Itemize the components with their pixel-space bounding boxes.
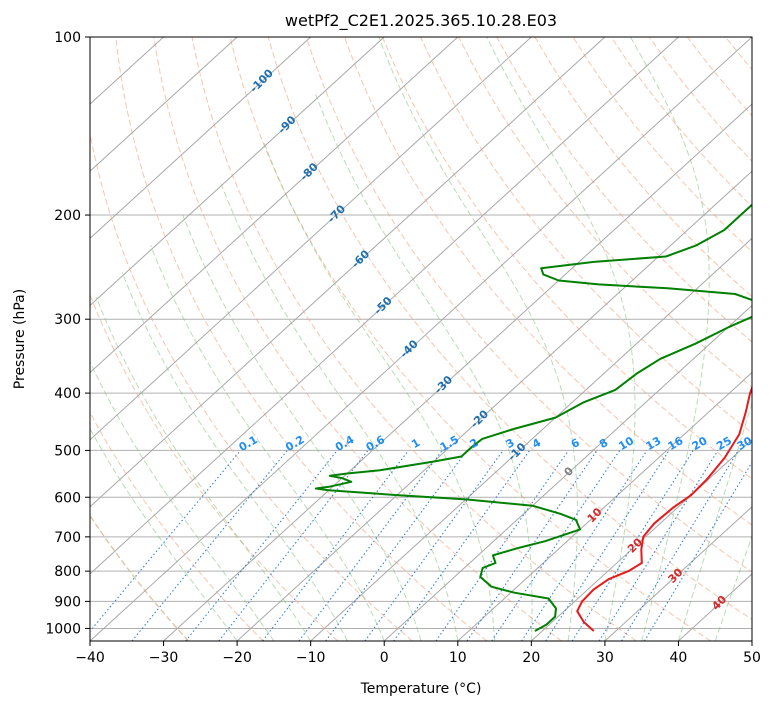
- mixing-ratio-line: [90, 450, 241, 633]
- mixing-ratio-line: [364, 450, 504, 641]
- isotherm-line: [90, 37, 385, 307]
- x-tick-label: 0: [380, 650, 389, 666]
- dry-adiabat-line: [496, 37, 752, 343]
- y-tick-label: 1000: [45, 621, 81, 637]
- isotherm-line: [90, 37, 459, 374]
- isotherm-gridlines: [90, 37, 752, 641]
- isotherm-line: [604, 506, 752, 641]
- isotherm-line: [457, 371, 752, 641]
- mixing-ratio-lines: [90, 450, 752, 641]
- dry-adiabat-line: [534, 37, 752, 298]
- x-tick-label: −30: [149, 650, 179, 666]
- mixing-ratio-line: [643, 461, 752, 641]
- dry-adiabat-line: [90, 514, 190, 641]
- x-tick-label: 10: [449, 650, 467, 666]
- isotherm-line: [163, 103, 752, 641]
- mixing-ratio-line: [621, 450, 739, 641]
- y-tick-label: 200: [54, 208, 81, 224]
- mixing-ratio-line: [545, 450, 670, 641]
- moist-adiabat-line: [90, 360, 275, 641]
- y-tick-label: 300: [54, 312, 81, 328]
- y-axis: 100 200 300 400 500 600 700 800 900 1000: [45, 30, 90, 637]
- mixing-ratio-label: 30: [735, 434, 755, 453]
- dry-adiabat-line: [305, 37, 752, 573]
- moist-adiabat-line: [263, 141, 496, 641]
- mixing-ratio-line: [435, 450, 569, 641]
- dry-adiabat-line: [267, 37, 752, 621]
- dry-adiabat-line: [90, 411, 264, 641]
- dewpoint-profile-line: [314, 203, 752, 632]
- mixing-ratio-line: [131, 450, 288, 641]
- chart-title: wetPf2_C2E1.2025.365.10.28.E03: [285, 11, 557, 31]
- moist-adiabat-line: [378, 37, 578, 641]
- mixing-ratio-line: [262, 450, 409, 641]
- plot-frame: [89, 36, 753, 642]
- y-tick-label: 100: [54, 30, 81, 46]
- y-tick-label: 600: [54, 490, 81, 506]
- moist-adiabats: [90, 37, 752, 641]
- x-tick-label: 20: [522, 650, 540, 666]
- moist-adiabat-line: [182, 214, 422, 641]
- sounding-profiles: [314, 203, 752, 632]
- moist-adiabat-line: [486, 37, 636, 641]
- isotherm-line: [90, 37, 532, 441]
- y-tick-label: 800: [54, 564, 81, 580]
- y-axis-label: Pressure (hPa): [12, 289, 28, 389]
- isotherm-line: [90, 37, 238, 172]
- x-axis: −40 −30 −20 −10 0 10 20 30 40 50: [75, 641, 761, 666]
- mixing-ratio-labels: 0.10.20.40.611.52346810131620253036: [237, 433, 755, 454]
- mixing-ratio-line: [571, 450, 694, 641]
- mixing-ratio-line: [466, 450, 598, 641]
- x-tick-label: −10: [296, 650, 326, 666]
- y-tick-label: 500: [54, 443, 81, 459]
- moist-adiabat-line: [150, 245, 385, 641]
- x-axis-label: Temperature (°C): [360, 681, 482, 697]
- moist-adiabat-line: [677, 400, 752, 641]
- isotherm-line: [90, 37, 679, 575]
- x-tick-label: −20: [222, 650, 252, 666]
- moist-adiabat-line: [219, 180, 459, 641]
- x-tick-label: 40: [670, 650, 688, 666]
- isotherm-line: [310, 237, 752, 641]
- y-tick-label: 900: [54, 594, 81, 610]
- moist-adiabat-line: [95, 296, 312, 641]
- dry-adiabat-line: [153, 37, 562, 641]
- dry-adiabat-line: [90, 293, 339, 641]
- isotherm-line: [90, 37, 752, 641]
- y-tick-label: 700: [54, 530, 81, 546]
- x-tick-label: 50: [743, 650, 761, 666]
- isotherm-line: [530, 438, 752, 641]
- x-tick-label: 30: [596, 650, 614, 666]
- mixing-ratio-line: [218, 450, 369, 641]
- temperature-profile-line: [576, 385, 752, 632]
- x-tick-label: −40: [75, 650, 105, 666]
- mixing-ratio-line: [598, 450, 719, 641]
- isotherm-line: [90, 37, 312, 240]
- moist-adiabat-line: [315, 94, 533, 641]
- isotherm-line: [383, 304, 752, 641]
- mixing-ratio-line: [393, 450, 531, 641]
- moist-adiabat-line: [121, 272, 348, 641]
- mixing-ratio-line: [185, 450, 338, 641]
- dry-adiabat-line: [115, 37, 488, 641]
- isotherm-line: [236, 170, 752, 641]
- moist-adiabat-line: [90, 427, 238, 641]
- isobar-gridlines: [90, 37, 752, 629]
- dry-adiabat-line: [191, 37, 637, 641]
- dry-adiabat-line: [382, 37, 752, 480]
- isotherm-line: [90, 37, 606, 508]
- y-tick-label: 400: [54, 386, 81, 402]
